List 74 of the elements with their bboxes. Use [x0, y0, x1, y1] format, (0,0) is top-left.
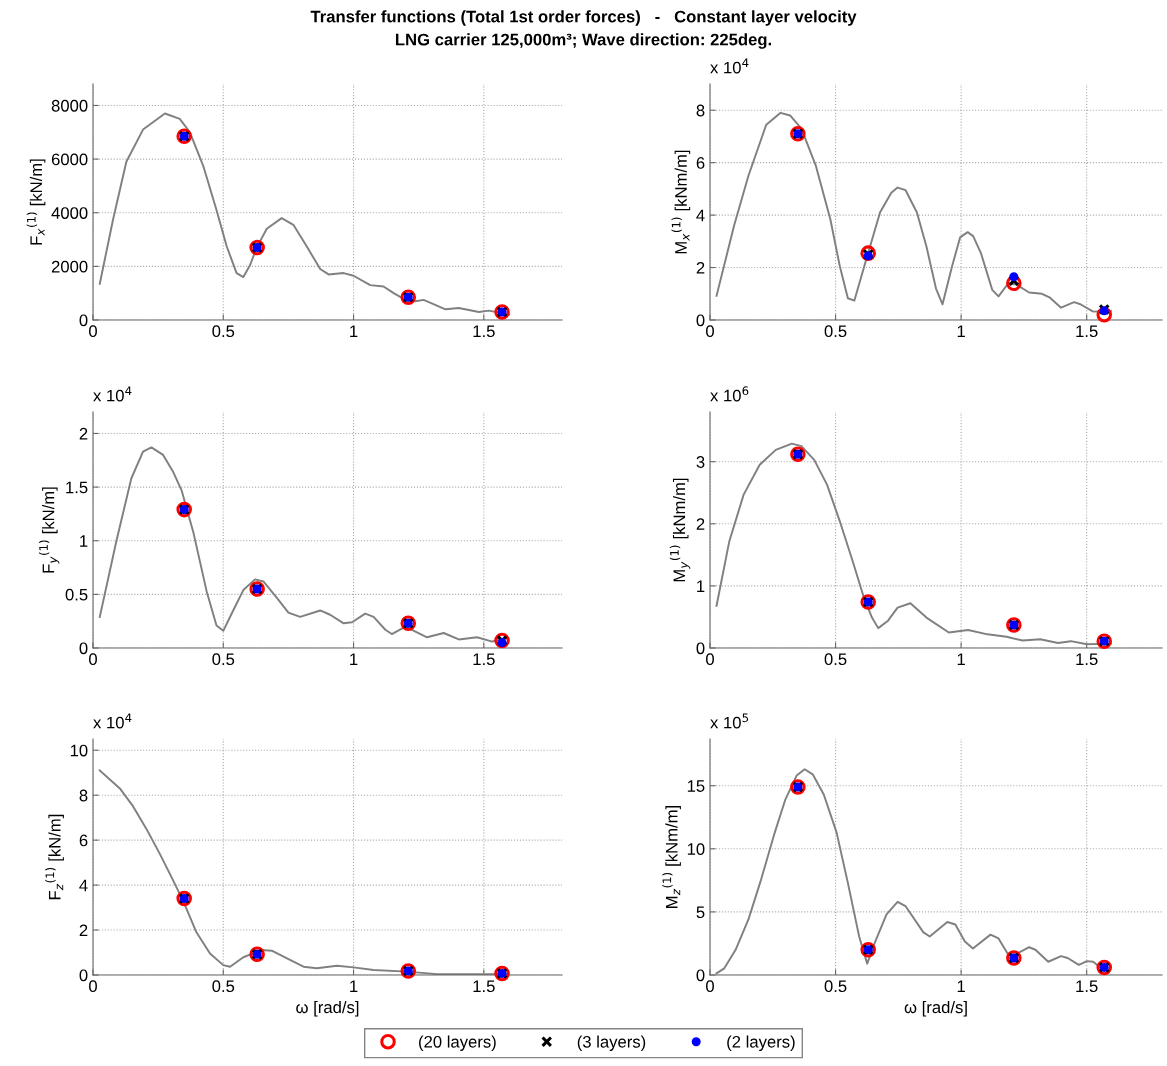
- x-tick-label: 1: [350, 325, 358, 337]
- y-tick-label: 5: [696, 906, 705, 919]
- x-tick-label: 0: [89, 980, 97, 993]
- y-tick-label: 8: [696, 104, 705, 117]
- x-tick-label: 0: [706, 980, 714, 993]
- y-axis-title: M$_{z}$$^{(1)}$ [kNm/m]: [662, 806, 681, 908]
- y-tick-label: 0.5: [65, 588, 88, 601]
- y-tick-label: 0: [79, 642, 88, 655]
- y-tick-label: 2: [696, 261, 705, 274]
- text: x 10$^{4}$: [710, 58, 749, 74]
- x-tick-label: 1.5: [1076, 325, 1098, 338]
- x-tick-label: 0: [706, 653, 714, 666]
- y-tick-label: 8: [79, 789, 88, 802]
- text: x 10$^{6}$: [710, 386, 749, 402]
- x-tick-label: 1: [957, 980, 965, 992]
- y-axis-title: M$_{x}$$^{(1)}$ [kNm/m]: [671, 150, 691, 254]
- x-axis-title: ω [rad/s]: [904, 1000, 967, 1017]
- y-tick-label: 1: [80, 535, 88, 547]
- x-tick-label: 0.5: [212, 980, 235, 993]
- x-tick-label: 0: [89, 325, 97, 338]
- y-tick-label: 10: [687, 843, 705, 855]
- y-tick-label: 6000: [51, 153, 88, 166]
- y-tick-label: 2: [79, 427, 88, 440]
- text: x 10$^{5}$: [710, 713, 749, 729]
- point: [1096, 306, 1113, 323]
- y-tick-label: 1: [697, 580, 705, 592]
- point: [1006, 275, 1022, 292]
- y-tick-label: 2: [79, 924, 88, 937]
- x-axis-title: ω [rad/s]: [296, 1000, 359, 1017]
- y-tick-label: 2000: [51, 260, 88, 273]
- y-axis-title: M$_{y}$$^{(1)}$ [kNm/m]: [669, 478, 691, 582]
- y-axis-title: F$_{x}$$^{(1)}$ [kN/m]: [26, 159, 46, 245]
- y-tick-label: 0: [696, 969, 705, 982]
- x-tick-label: 1: [350, 980, 358, 992]
- x-tick-label: 0.5: [824, 653, 847, 666]
- y-tick-label: 6: [79, 834, 88, 847]
- y-tick-label: 10: [70, 744, 88, 757]
- x-tick-label: 0.5: [212, 653, 235, 666]
- y-tick-label: 15: [687, 780, 705, 792]
- x-tick-label: 0.5: [824, 325, 847, 338]
- text: x 10$^{4}$: [93, 713, 132, 729]
- y-tick-label: 2: [696, 518, 705, 530]
- legend-label: (2 layers): [727, 1035, 795, 1051]
- x-tick-label: 0.5: [212, 325, 235, 338]
- chart-subtitle: LNG carrier 125,000m³; Wave direction: 225deg.: [395, 33, 772, 49]
- x-tick-label: 1.5: [1076, 980, 1098, 993]
- y-tick-label: 0: [696, 314, 705, 327]
- point: [1009, 272, 1019, 282]
- y-tick-label: 0: [79, 314, 88, 327]
- y-tick-label: 4: [79, 879, 88, 892]
- y-tick-label: 4: [696, 209, 705, 222]
- x-tick-label: 0: [89, 653, 97, 666]
- y-tick-label: 3: [696, 456, 705, 468]
- y-tick-label: 0: [696, 642, 705, 655]
- x-tick-label: 1.5: [1076, 653, 1098, 666]
- legend-label: (20 layers): [419, 1035, 496, 1051]
- x-tick-label: 0: [706, 325, 714, 338]
- x-tick-label: 1.5: [473, 980, 495, 993]
- text: x 10$^{4}$: [93, 386, 132, 402]
- x-tick-label: 1.5: [473, 325, 495, 338]
- y-tick-label: 4000: [51, 207, 88, 219]
- y-tick-label: 6: [696, 157, 705, 169]
- chart-title: Transfer functions (Total 1st order forces) - Constant layer velocity: [310, 10, 857, 26]
- x-tick-label: 1: [350, 653, 358, 665]
- x-tick-label: 1: [957, 325, 965, 337]
- y-tick-label: 1.5: [66, 481, 88, 494]
- x-tick-label: 1.5: [473, 653, 495, 666]
- legend-label: (3 layers): [577, 1035, 646, 1051]
- y-axis-title: F$_{z}$$^{(1)}$ [kN/m]: [45, 814, 64, 900]
- y-tick-label: 0: [79, 969, 88, 982]
- y-axis-title: F$_{y}$$^{(1)}$ [kN/m]: [38, 487, 60, 573]
- x-tick-label: 0.5: [824, 980, 847, 993]
- y-tick-label: 8000: [51, 99, 88, 112]
- x-tick-label: 1: [957, 653, 965, 665]
